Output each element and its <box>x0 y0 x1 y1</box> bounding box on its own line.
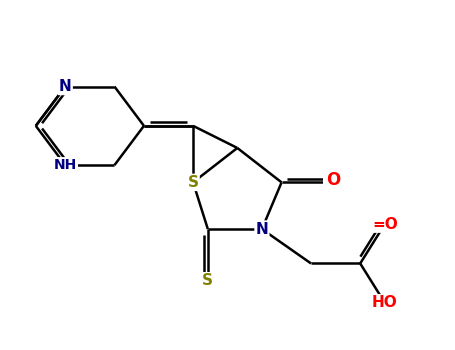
Text: NH: NH <box>54 158 77 172</box>
Text: O: O <box>324 175 337 190</box>
Text: S: S <box>187 175 198 190</box>
Text: N: N <box>256 222 268 237</box>
Text: S: S <box>202 273 213 288</box>
Text: =O: =O <box>372 217 398 232</box>
Text: HO: HO <box>372 295 398 310</box>
Text: O: O <box>326 171 340 189</box>
Text: N: N <box>59 79 72 94</box>
